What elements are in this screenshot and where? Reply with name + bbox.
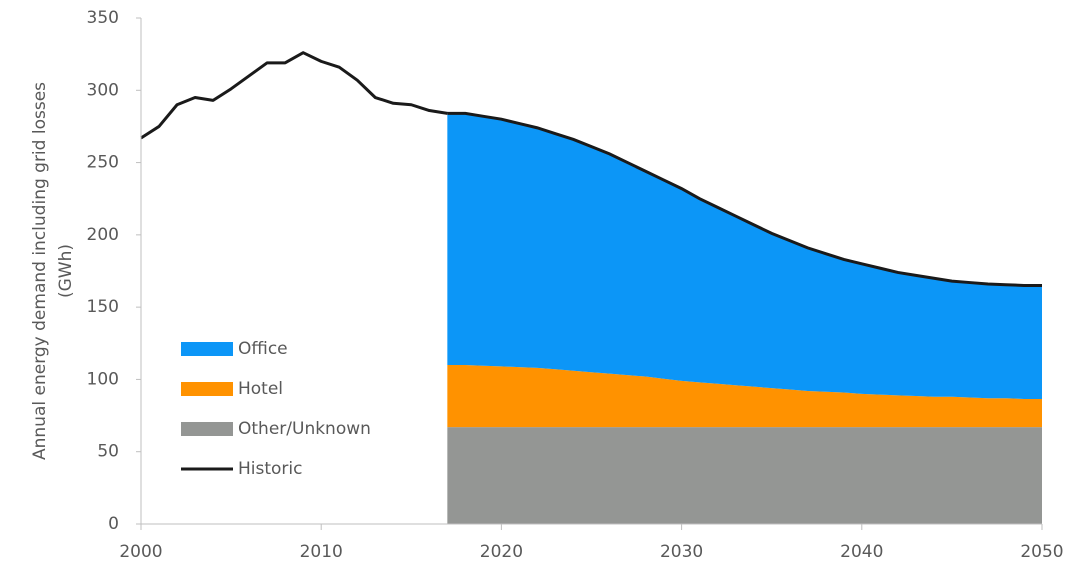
legend-swatch	[181, 422, 233, 436]
total-outline	[447, 111, 1042, 287]
x-tick-label: 2040	[840, 542, 883, 562]
y-tick-label: 100	[87, 369, 119, 389]
x-tick-label: 2050	[1020, 542, 1063, 562]
area	[447, 113, 1043, 399]
y-tick-label: 150	[87, 297, 119, 317]
y-tick-label: 300	[87, 80, 119, 100]
y-axis-title: (GWh)	[56, 244, 76, 298]
y-tick-label: 250	[87, 153, 119, 173]
area	[447, 427, 1043, 524]
y-label: Annual energy demand including grid loss…	[30, 82, 76, 460]
line	[140, 51, 448, 140]
y-axis-title: Annual energy demand including grid loss…	[30, 82, 50, 460]
y-tick-label: 350	[87, 8, 119, 28]
x-tick-label: 2000	[119, 542, 162, 562]
legend-swatch	[181, 342, 233, 356]
legend-label: Office	[238, 339, 288, 359]
legend-swatch	[181, 382, 233, 396]
legend-label: Other/Unknown	[238, 419, 371, 439]
y-tick-label: 50	[97, 442, 119, 462]
y-tick-label: 0	[108, 514, 119, 534]
legend-label: Hotel	[238, 379, 283, 399]
y-tick-label: 200	[87, 225, 119, 245]
legend-label: Historic	[238, 459, 303, 479]
x-tick-label: 2020	[480, 542, 523, 562]
x-tick-label: 2010	[300, 542, 343, 562]
x-tick-label: 2030	[660, 542, 703, 562]
area	[447, 364, 1043, 428]
